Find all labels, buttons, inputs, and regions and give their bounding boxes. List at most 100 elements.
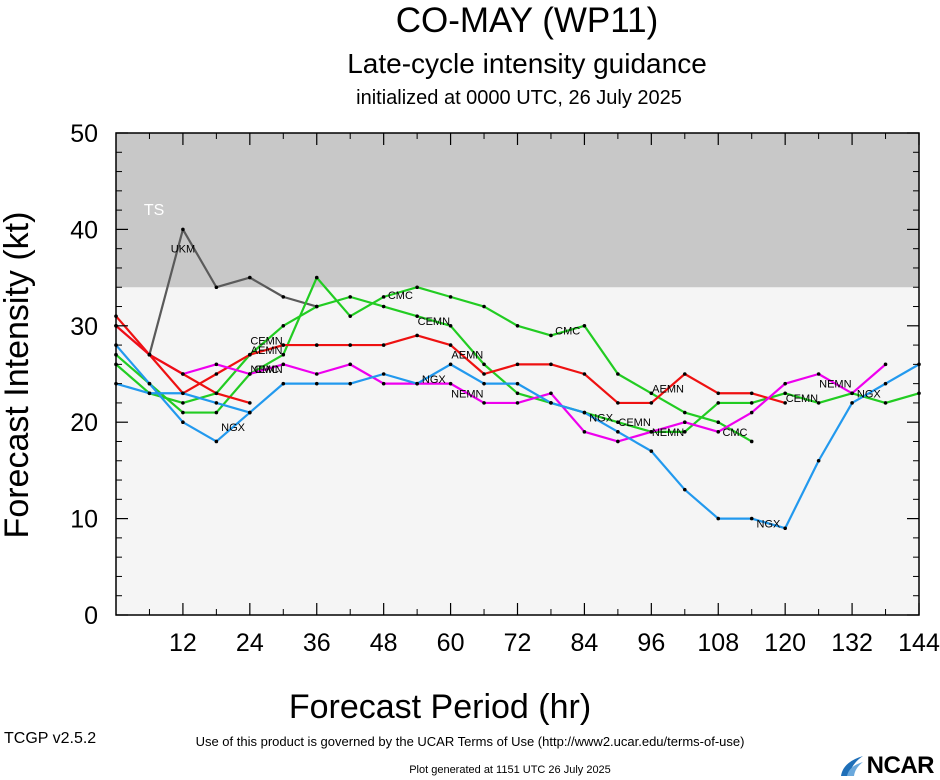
y-tick-label: 30 xyxy=(70,313,98,341)
data-point xyxy=(616,439,620,444)
data-point xyxy=(682,487,687,492)
data-point xyxy=(749,401,754,405)
series-label: CMC xyxy=(555,326,580,338)
data-point xyxy=(314,381,319,386)
data-point xyxy=(515,362,520,367)
data-point xyxy=(181,401,185,405)
data-point xyxy=(314,372,319,376)
data-point xyxy=(248,352,252,357)
data-point xyxy=(649,391,654,396)
data-point xyxy=(448,362,453,367)
series-label: NGX xyxy=(422,374,447,386)
data-point xyxy=(582,324,587,328)
data-point xyxy=(716,391,721,396)
data-point xyxy=(281,295,286,299)
data-point xyxy=(716,420,721,425)
x-tick-label: 36 xyxy=(303,629,331,657)
data-point xyxy=(214,285,219,290)
axes: 12 24 36 48 60 72 84 96 108 120 132 144 0 10 20 30 40 50 xyxy=(70,120,940,657)
ncar-logo-icon xyxy=(840,756,863,776)
series-label: NGX xyxy=(221,422,246,434)
series-label: CMC xyxy=(388,290,413,302)
data-point xyxy=(682,430,687,434)
data-point xyxy=(816,458,821,463)
data-point xyxy=(549,333,553,338)
data-point xyxy=(348,381,353,386)
x-tick-label: 72 xyxy=(504,629,532,657)
x-tick-label: 96 xyxy=(637,629,665,657)
series-label: AEMN xyxy=(251,345,283,357)
data-point xyxy=(281,352,286,357)
data-point xyxy=(515,401,520,405)
data-point xyxy=(314,304,319,309)
data-point xyxy=(281,381,286,386)
data-point xyxy=(549,401,553,405)
y-tick-label: 10 xyxy=(70,506,98,534)
data-point xyxy=(348,314,353,318)
data-point xyxy=(749,410,754,415)
data-point xyxy=(682,410,687,415)
data-point xyxy=(716,401,721,405)
data-point xyxy=(515,324,520,328)
data-point xyxy=(248,372,252,376)
series-line-ukm xyxy=(148,228,318,356)
x-tick-label: 60 xyxy=(437,629,465,657)
data-point xyxy=(415,314,419,318)
data-point xyxy=(448,324,453,328)
data-point xyxy=(448,343,453,347)
y-tick-label: 40 xyxy=(70,216,98,244)
data-point xyxy=(181,372,185,376)
data-point xyxy=(415,381,419,386)
data-point xyxy=(381,381,386,386)
x-tick-label: 24 xyxy=(236,629,264,657)
chart-subtitle: Late-cycle intensity guidance xyxy=(347,48,707,79)
data-point xyxy=(749,391,754,396)
series-line-nemn xyxy=(115,324,887,443)
x-tick-label: 144 xyxy=(898,629,940,657)
y-tick-label: 50 xyxy=(70,120,98,148)
series-label: CMC xyxy=(722,427,747,439)
series-label: AEMN xyxy=(652,383,684,395)
data-point xyxy=(314,343,319,347)
data-point xyxy=(783,401,787,405)
x-tick-label: 108 xyxy=(697,629,739,657)
init-time: initialized at 0000 UTC, 26 July 2025 xyxy=(356,87,682,109)
data-point xyxy=(582,430,587,434)
x-tick-label: 120 xyxy=(764,629,806,657)
y-tick-label: 20 xyxy=(70,409,98,437)
data-point xyxy=(716,516,721,521)
data-point xyxy=(448,381,453,386)
data-point xyxy=(515,391,520,396)
data-point xyxy=(816,401,821,405)
data-point xyxy=(783,391,787,396)
data-point xyxy=(515,381,520,386)
data-point xyxy=(147,352,152,357)
series-points xyxy=(114,227,921,531)
data-point xyxy=(281,362,286,367)
data-point xyxy=(883,401,888,405)
data-point xyxy=(381,343,386,347)
data-point xyxy=(850,391,854,396)
data-point xyxy=(381,304,386,309)
data-point xyxy=(749,439,754,444)
y-axis-label: Forecast Intensity (kt) xyxy=(0,212,36,539)
series-label: CEMN xyxy=(250,335,282,347)
data-point xyxy=(314,275,319,280)
data-point xyxy=(415,285,419,290)
x-tick-label: 12 xyxy=(169,629,197,657)
x-axis-label: Forecast Period (hr) xyxy=(289,688,591,726)
chart-title: CO-MAY (WP11) xyxy=(396,1,659,40)
data-point xyxy=(883,362,888,367)
series-label: AEMN xyxy=(451,350,483,362)
data-point xyxy=(582,410,587,415)
data-point xyxy=(248,275,252,280)
plot-generated: Plot generated at 1151 UTC 26 July 2025 xyxy=(409,764,611,776)
data-point xyxy=(248,410,252,415)
data-point xyxy=(348,343,353,347)
data-point xyxy=(214,401,219,405)
series-label: CEMN xyxy=(418,316,450,328)
data-point xyxy=(381,372,386,376)
data-point xyxy=(616,420,620,425)
data-point xyxy=(214,391,219,396)
data-point xyxy=(214,410,219,415)
